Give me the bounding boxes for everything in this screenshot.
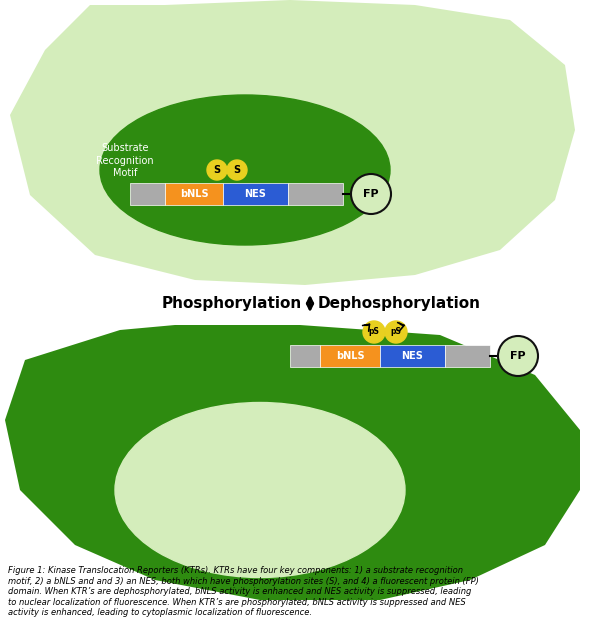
Text: pS: pS (368, 327, 379, 337)
Circle shape (498, 336, 538, 376)
Bar (290, 345, 320, 367)
Circle shape (363, 321, 385, 343)
FancyArrowPatch shape (362, 324, 370, 331)
Bar (130, 183, 165, 205)
Circle shape (385, 321, 407, 343)
Ellipse shape (100, 95, 390, 245)
Text: pS: pS (391, 327, 401, 337)
Circle shape (351, 174, 391, 214)
Circle shape (207, 160, 227, 180)
Text: S: S (233, 165, 241, 175)
Text: Substrate
Recognition
Motif: Substrate Recognition Motif (96, 143, 154, 178)
Bar (288, 183, 343, 205)
Bar (445, 345, 490, 367)
Text: S: S (214, 165, 221, 175)
Bar (380, 345, 445, 367)
Bar (320, 345, 380, 367)
Ellipse shape (115, 403, 405, 577)
Bar (223, 183, 288, 205)
Text: Figure 1: Kinase Translocation Reporters (KTRs). KTRs have four key components: : Figure 1: Kinase Translocation Reporters… (8, 566, 479, 617)
Text: Dephosphorylation: Dephosphorylation (318, 296, 481, 311)
Text: NES: NES (401, 351, 424, 361)
Text: bNLS: bNLS (179, 189, 208, 199)
Text: Phosphorylation: Phosphorylation (162, 296, 302, 311)
Polygon shape (10, 0, 575, 285)
Text: NES: NES (245, 189, 266, 199)
Text: bNLS: bNLS (335, 351, 364, 361)
Text: FP: FP (510, 351, 526, 361)
Circle shape (227, 160, 247, 180)
Polygon shape (5, 325, 580, 600)
Text: FP: FP (363, 189, 379, 199)
Bar (165, 183, 223, 205)
FancyArrowPatch shape (398, 323, 404, 330)
